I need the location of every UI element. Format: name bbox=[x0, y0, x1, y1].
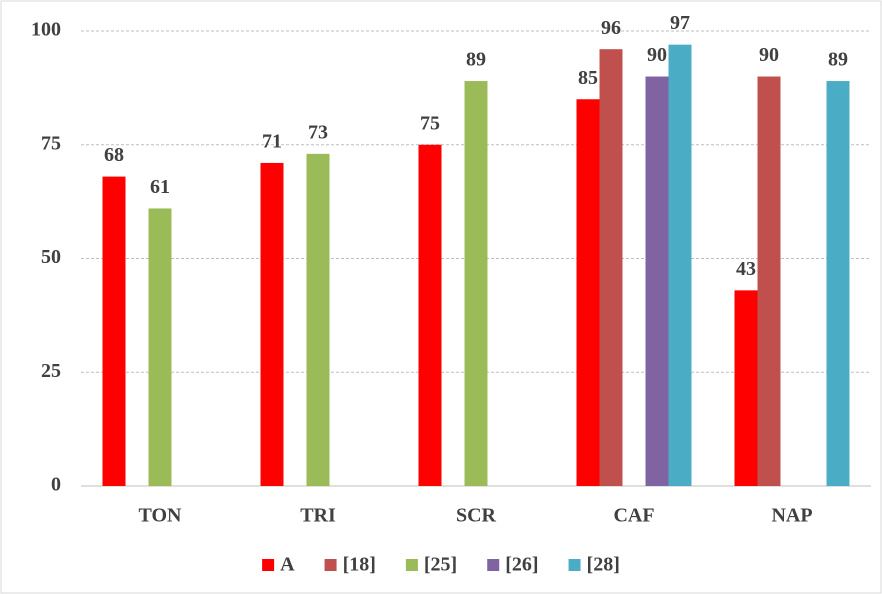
bar bbox=[599, 49, 623, 486]
value-label: 89 bbox=[828, 49, 848, 71]
value-label: 90 bbox=[759, 44, 779, 66]
bar bbox=[102, 176, 126, 486]
legend-swatch bbox=[324, 559, 337, 571]
legend-swatch bbox=[487, 559, 500, 571]
y-tick-label: 75 bbox=[41, 132, 61, 154]
y-tick-label: 100 bbox=[31, 19, 61, 41]
bar bbox=[826, 81, 850, 487]
x-tick-label: TON bbox=[139, 505, 183, 527]
bar bbox=[576, 99, 600, 486]
legend-swatch bbox=[568, 559, 581, 571]
bar bbox=[148, 208, 172, 486]
legend-swatch bbox=[405, 559, 418, 571]
bar bbox=[757, 76, 781, 486]
legend-swatch bbox=[262, 559, 275, 571]
value-label: 75 bbox=[420, 112, 440, 134]
value-label: 90 bbox=[647, 44, 667, 66]
value-label: 89 bbox=[466, 49, 486, 71]
value-label: 43 bbox=[736, 258, 756, 280]
bar bbox=[645, 76, 669, 486]
y-tick-label: 50 bbox=[41, 246, 61, 268]
bar bbox=[668, 44, 692, 487]
value-label: 96 bbox=[601, 17, 621, 39]
bar bbox=[734, 290, 758, 486]
bar bbox=[260, 162, 284, 486]
y-tick-label: 0 bbox=[51, 474, 61, 496]
x-tick-label: TRI bbox=[300, 505, 336, 527]
y-tick-label: 25 bbox=[41, 360, 61, 382]
value-label: 73 bbox=[308, 121, 328, 143]
x-tick-label: NAP bbox=[771, 505, 812, 527]
legend-label: [18] bbox=[343, 554, 376, 576]
value-label: 68 bbox=[104, 144, 124, 166]
x-tick-label: CAF bbox=[613, 505, 654, 527]
legend-label: [25] bbox=[424, 554, 457, 576]
x-tick-label: SCR bbox=[456, 505, 497, 527]
legend-label: [26] bbox=[505, 554, 538, 576]
value-label: 97 bbox=[670, 12, 690, 34]
value-label: 61 bbox=[150, 176, 170, 198]
bar bbox=[418, 144, 442, 486]
bar bbox=[464, 81, 488, 487]
value-label: 85 bbox=[578, 67, 598, 89]
bar bbox=[306, 153, 330, 486]
value-label: 71 bbox=[262, 131, 282, 153]
legend-label: [28] bbox=[587, 554, 620, 576]
legend-label: A bbox=[280, 554, 295, 576]
